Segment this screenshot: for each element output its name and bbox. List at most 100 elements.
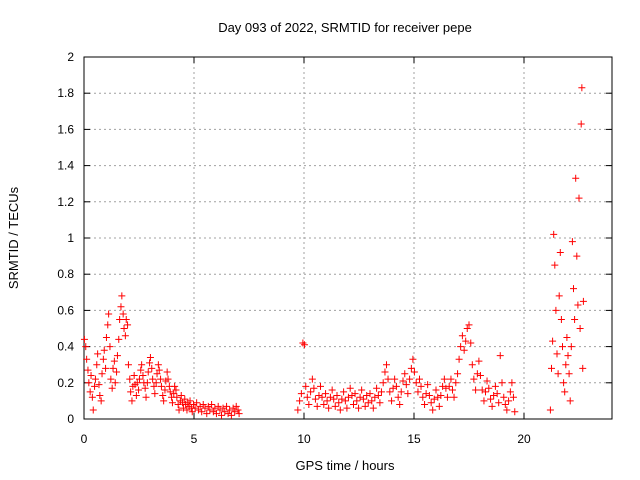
- data-point: [383, 361, 390, 369]
- y-tick-label: 0: [67, 412, 74, 426]
- data-point: [493, 390, 501, 398]
- data-point: [82, 343, 90, 351]
- data-point: [171, 382, 179, 390]
- data-point: [416, 375, 423, 383]
- data-point: [496, 352, 504, 360]
- data-point: [361, 402, 369, 410]
- data-point: [121, 332, 129, 340]
- data-point: [554, 370, 562, 378]
- data-point: [473, 370, 481, 378]
- data-point: [311, 395, 319, 403]
- y-tick-label: 0.6: [57, 303, 74, 317]
- data-point: [204, 402, 212, 410]
- data-point: [226, 406, 234, 414]
- data-point: [150, 382, 158, 390]
- data-point: [579, 297, 587, 305]
- data-point: [133, 379, 141, 387]
- data-point: [91, 375, 99, 383]
- data-point: [429, 406, 437, 414]
- data-point: [170, 390, 178, 398]
- x-tick-label: 10: [297, 432, 311, 446]
- data-point: [483, 377, 491, 385]
- data-point: [350, 401, 357, 409]
- data-point: [218, 411, 225, 419]
- data-point: [355, 404, 363, 412]
- data-point: [495, 399, 503, 407]
- data-point: [118, 292, 126, 300]
- data-point: [348, 391, 356, 399]
- data-point: [452, 379, 460, 387]
- data-point: [568, 238, 576, 246]
- data-point: [116, 315, 124, 323]
- data-point: [366, 390, 374, 398]
- data-point: [328, 386, 336, 394]
- y-tick-label: 2: [67, 50, 74, 64]
- data-point: [333, 391, 341, 399]
- data-point: [317, 382, 324, 390]
- data-point: [106, 343, 114, 351]
- data-point: [235, 410, 243, 418]
- x-tick-label: 0: [81, 432, 88, 446]
- data-point: [120, 325, 128, 332]
- data-point: [503, 406, 511, 414]
- data-point: [135, 386, 143, 394]
- data-point: [313, 402, 321, 410]
- data-point: [179, 404, 187, 412]
- data-point: [117, 303, 125, 311]
- data-point: [208, 401, 216, 409]
- data-point: [231, 408, 239, 416]
- data-point: [113, 352, 121, 360]
- data-point: [104, 321, 112, 329]
- data-point: [455, 355, 463, 363]
- data-point: [110, 357, 118, 365]
- data-point: [442, 384, 450, 392]
- data-point: [377, 388, 385, 396]
- data-point: [296, 397, 304, 405]
- data-point: [209, 408, 217, 416]
- data-point: [546, 406, 554, 414]
- data-point: [127, 388, 135, 396]
- data-point: [476, 372, 484, 380]
- data-point: [146, 353, 154, 361]
- data-point: [109, 364, 117, 372]
- data-point: [424, 381, 432, 389]
- data-point: [308, 375, 316, 383]
- data-point: [177, 391, 185, 399]
- data-point: [94, 350, 102, 358]
- y-tick-label: 1.2: [57, 195, 74, 209]
- data-point: [480, 397, 488, 405]
- data-point: [302, 382, 310, 390]
- data-point: [80, 335, 88, 343]
- data-point: [368, 397, 376, 405]
- data-point: [344, 393, 352, 401]
- data-point: [500, 393, 508, 401]
- data-point: [478, 386, 486, 394]
- data-point: [391, 375, 399, 383]
- data-point: [421, 401, 429, 409]
- data-point: [447, 375, 455, 383]
- data-point: [153, 370, 161, 378]
- data-point: [549, 337, 557, 345]
- data-point: [221, 408, 229, 416]
- data-point: [353, 397, 361, 405]
- data-point: [579, 364, 587, 372]
- data-point: [152, 379, 160, 387]
- data-point: [434, 393, 442, 401]
- data-point: [214, 402, 222, 410]
- data-point: [399, 377, 407, 385]
- data-point: [198, 408, 206, 416]
- data-point: [88, 393, 96, 401]
- data-point: [141, 384, 149, 392]
- data-point: [373, 384, 381, 392]
- data-point: [404, 390, 412, 398]
- data-point: [551, 261, 559, 269]
- data-point: [212, 410, 220, 418]
- data-point: [475, 357, 483, 365]
- data-point: [310, 384, 318, 392]
- data-point: [227, 411, 235, 419]
- data-point: [206, 406, 214, 414]
- data-point: [87, 372, 95, 380]
- data-point: [417, 382, 425, 390]
- data-point: [338, 395, 346, 403]
- data-point: [556, 248, 564, 256]
